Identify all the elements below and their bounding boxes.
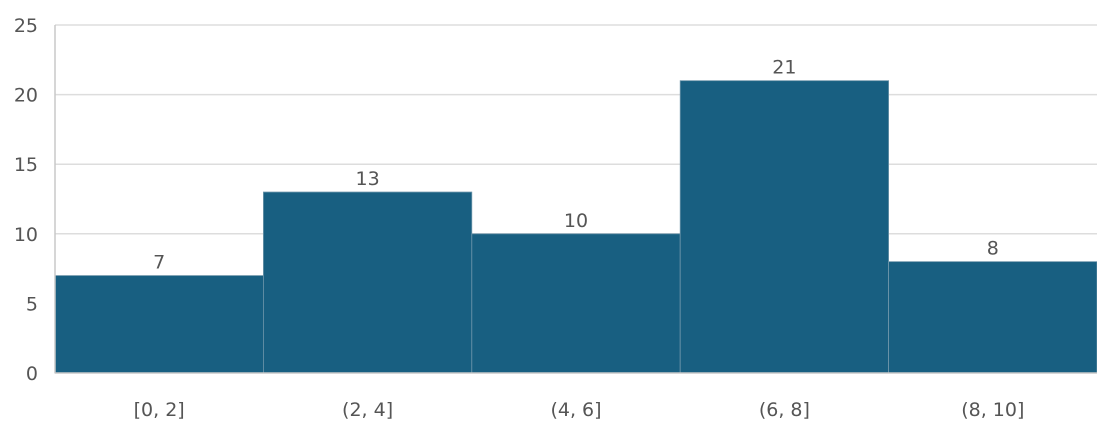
bar-value-label: 21 — [772, 57, 796, 79]
axes: 0 5 10 15 20 25 [0, 2] (2, 4] (4, 6] (6, 8] (8, 10… — [14, 15, 1097, 421]
y-tick-label: 25 — [14, 15, 38, 37]
bar-value-label: 7 — [153, 252, 165, 274]
y-tick-label: 10 — [14, 224, 38, 246]
bar-value-label: 8 — [987, 238, 999, 260]
x-tick-label: (4, 6] — [550, 399, 601, 421]
bar-2 — [471, 233, 681, 374]
bar-3 — [679, 80, 890, 374]
data-labels: 7 13 10 21 8 — [153, 57, 999, 274]
x-tick-label: [0, 2] — [134, 399, 185, 421]
bar-value-label: 10 — [564, 210, 588, 232]
bar-value-label: 13 — [356, 168, 380, 190]
x-tick-label: (2, 4] — [342, 399, 393, 421]
x-tick-label: (8, 10] — [961, 399, 1024, 421]
bars — [54, 80, 1097, 374]
bar-4 — [888, 261, 1097, 374]
y-tick-label: 20 — [14, 85, 38, 107]
bar-1 — [262, 191, 473, 374]
y-tick-label: 0 — [26, 363, 38, 385]
y-tick-label: 5 — [26, 293, 38, 315]
y-tick-label: 15 — [14, 154, 38, 176]
x-tick-label: (6, 8] — [759, 399, 810, 421]
bar-0 — [54, 275, 264, 374]
